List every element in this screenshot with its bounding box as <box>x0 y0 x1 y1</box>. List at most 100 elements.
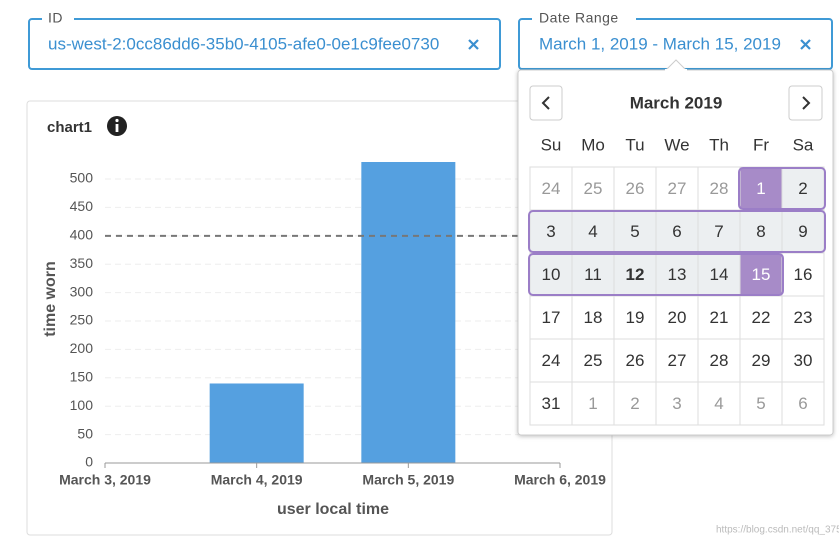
day-cell[interactable] <box>571 166 615 211</box>
day-cell[interactable] <box>655 381 699 426</box>
day-number: 18 <box>584 308 603 327</box>
y-tick-label: 250 <box>70 312 94 328</box>
day-number: 24 <box>542 351 561 370</box>
day-cell[interactable] <box>529 295 573 340</box>
day-cell[interactable] <box>571 252 615 297</box>
weekday: Su <box>541 135 562 154</box>
weekday: Th <box>709 135 729 154</box>
x-tick-label: March 5, 2019 <box>362 472 454 488</box>
day-number: 6 <box>798 394 807 413</box>
day-number: 4 <box>588 222 597 241</box>
prev-month[interactable] <box>529 85 563 121</box>
next-month[interactable] <box>788 85 823 121</box>
range-outline <box>528 210 826 253</box>
day-cell[interactable] <box>613 381 657 426</box>
day-number: 20 <box>668 308 687 327</box>
day-cell[interactable] <box>739 381 783 426</box>
day-cell[interactable] <box>781 166 825 211</box>
bar <box>361 162 456 463</box>
day-number: 2 <box>798 179 807 198</box>
day-cell[interactable] <box>613 252 657 297</box>
day-cell[interactable] <box>781 295 825 340</box>
day-number: 21 <box>710 308 729 327</box>
day-cell[interactable] <box>697 166 741 211</box>
y-tick-label: 50 <box>77 425 93 441</box>
y-tick-label: 400 <box>70 227 94 243</box>
day-cell[interactable] <box>781 338 825 383</box>
id-label: ID <box>48 10 63 26</box>
day-number: 1 <box>588 394 597 413</box>
day-cell[interactable] <box>529 381 573 426</box>
day-number: 26 <box>626 351 645 370</box>
y-tick-label: 0 <box>85 454 93 470</box>
id-value: us-west-2:0cc86dd6-35b0-4105-afe0-0e1c9f… <box>48 34 439 53</box>
day-cell[interactable] <box>739 338 783 383</box>
day-cell[interactable] <box>571 381 615 426</box>
y-tick-label: 350 <box>70 255 94 271</box>
day-number: 2 <box>630 394 639 413</box>
day-cell[interactable] <box>571 338 615 383</box>
date-value: March 1, 2019 - March 15, 2019 <box>539 34 781 53</box>
day-cell[interactable] <box>781 381 825 426</box>
watermark: https://blog.csdn.net/qq_375 <box>716 525 839 536</box>
day-number: 27 <box>668 351 687 370</box>
arrow-cover <box>665 69 687 72</box>
day-number: 14 <box>710 265 729 284</box>
day-cell[interactable] <box>655 338 699 383</box>
day-cell[interactable] <box>655 166 699 211</box>
day-cell[interactable] <box>613 166 657 211</box>
day-cell[interactable] <box>781 209 825 254</box>
day-cell[interactable] <box>529 338 573 383</box>
y-tick-label: 450 <box>70 198 94 214</box>
label-gap <box>532 10 636 26</box>
day-cell[interactable] <box>571 209 615 254</box>
day-number: 25 <box>584 351 603 370</box>
day-number: 12 <box>626 265 645 284</box>
day-number: 13 <box>668 265 687 284</box>
day-cell[interactable] <box>739 166 783 211</box>
day-number: 23 <box>794 308 813 327</box>
weekday: Mo <box>581 135 605 154</box>
range-outline <box>738 167 826 210</box>
day-number: 26 <box>626 179 645 198</box>
bar <box>209 383 304 463</box>
info-icon[interactable] <box>107 116 127 136</box>
day-number: 22 <box>752 308 771 327</box>
day-cell[interactable] <box>697 209 741 254</box>
weekday: We <box>664 135 689 154</box>
id-input[interactable] <box>28 18 501 70</box>
range-outline <box>528 253 784 296</box>
day-number: 16 <box>794 265 813 284</box>
day-number: 5 <box>630 222 639 241</box>
day-number: 1 <box>756 179 765 198</box>
day-cell[interactable] <box>739 209 783 254</box>
day-number: 27 <box>668 179 687 198</box>
weekday: Sa <box>793 135 814 154</box>
day-number: 31 <box>542 394 561 413</box>
weekday: Tu <box>625 135 644 154</box>
y-tick-label: 150 <box>70 369 94 385</box>
day-number: 4 <box>714 394 723 413</box>
day-cell[interactable] <box>781 252 825 297</box>
x-tick-label: March 3, 2019 <box>59 472 151 488</box>
clear-id[interactable] <box>468 39 479 50</box>
day-number: 8 <box>756 222 765 241</box>
day-number: 30 <box>794 351 813 370</box>
day-cell[interactable] <box>697 295 741 340</box>
day-cell[interactable] <box>697 381 741 426</box>
y-tick-label: 200 <box>70 340 94 356</box>
day-number: 10 <box>542 265 561 284</box>
day-number: 3 <box>546 222 555 241</box>
day-number: 7 <box>714 222 723 241</box>
day-cell[interactable] <box>529 252 573 297</box>
day-number: 3 <box>672 394 681 413</box>
weekday: Fr <box>753 135 769 154</box>
day-number: 11 <box>584 265 602 284</box>
day-number: 15 <box>752 265 771 284</box>
y-tick-label: 300 <box>70 283 94 299</box>
clear-date[interactable] <box>800 39 811 50</box>
